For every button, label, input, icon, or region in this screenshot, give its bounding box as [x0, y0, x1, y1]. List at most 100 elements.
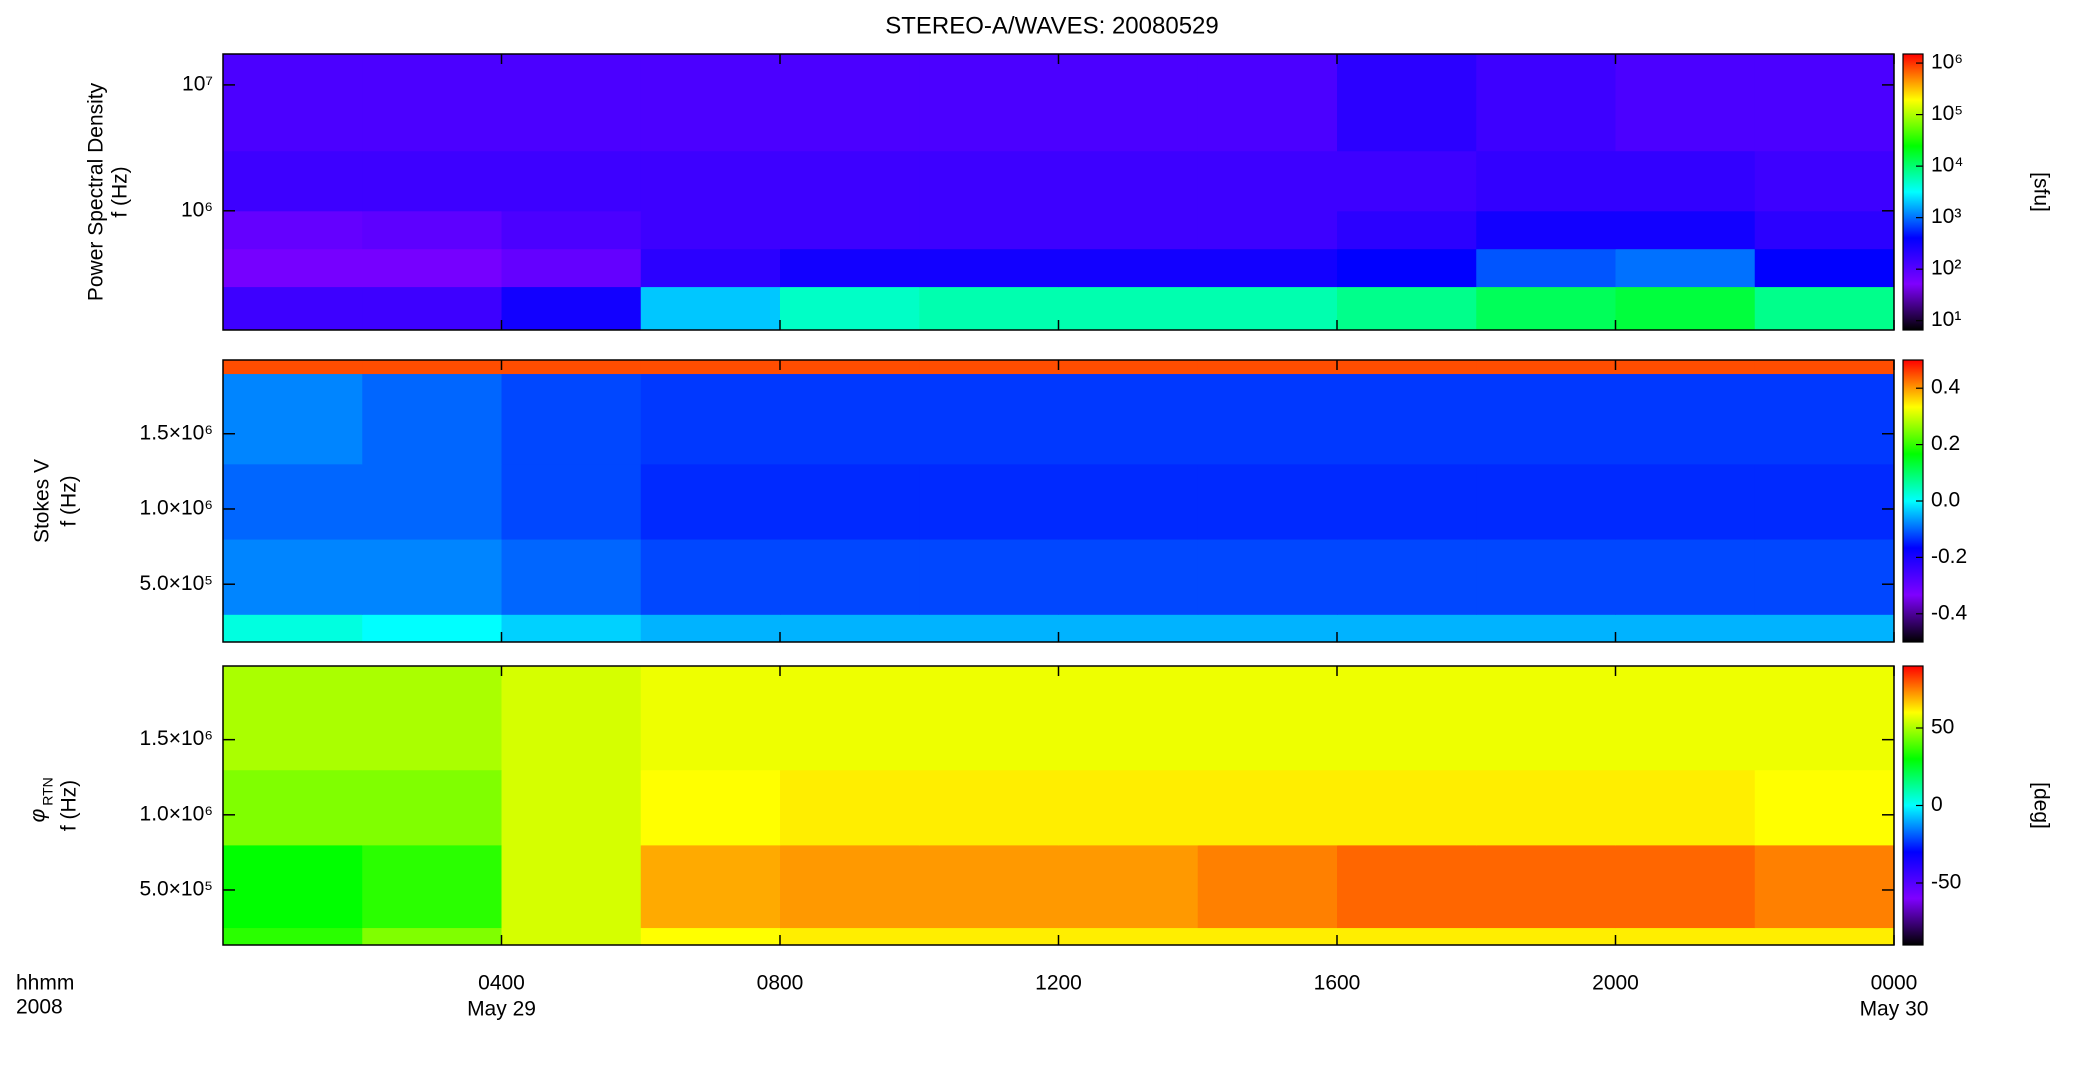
heatmap-cell — [1337, 539, 1477, 615]
heatmap-cell — [501, 286, 642, 331]
heatmap-cell — [919, 539, 1059, 615]
heatmap-cell — [1615, 248, 1756, 288]
x-tick-label: 0800 — [757, 972, 804, 995]
heatmap-cell — [362, 539, 502, 615]
heatmap-cell — [1197, 360, 1338, 375]
heatmap-cell — [1476, 769, 1616, 846]
heatmap-cell — [1476, 373, 1616, 465]
y-axis-label-sub: RTN — [40, 777, 56, 806]
x-tick-label: 1600 — [1314, 972, 1361, 995]
heatmap-cell — [1615, 614, 1756, 643]
heatmap-cell — [640, 463, 781, 540]
heatmap-cell — [501, 769, 642, 846]
heatmap-cell — [780, 463, 920, 540]
colorbar-label: [deg] — [2029, 782, 2052, 829]
heatmap-cell — [1337, 614, 1477, 643]
heatmap-cell — [362, 150, 502, 212]
heatmap-cell — [1476, 463, 1616, 540]
heatmap-cell — [1058, 54, 1199, 152]
heatmap-cell — [1476, 54, 1616, 152]
heatmap-cell — [223, 614, 363, 643]
heatmap-cell — [1754, 150, 1895, 212]
heatmap-cell — [1337, 360, 1477, 375]
y-axis-label: φ RTN — [27, 777, 56, 822]
heatmap-cell — [223, 150, 363, 212]
heatmap-cell — [1197, 463, 1338, 540]
heatmap-cell — [640, 927, 781, 946]
heatmap-cell — [1058, 286, 1199, 331]
x-tick-label: 1200 — [1035, 972, 1082, 995]
heatmap-cell — [640, 150, 781, 212]
colorbar-tick-label: 0.2 — [1931, 432, 1960, 455]
x-tick-label: 2000 — [1592, 972, 1639, 995]
heatmap-cell — [1754, 927, 1895, 946]
colorbar-tick-label: 0 — [1931, 793, 1943, 816]
heatmap-cell — [362, 666, 502, 771]
heatmap-cell — [1058, 210, 1199, 250]
heatmap-cell — [919, 248, 1059, 288]
x-axis-label: hhmm — [16, 972, 74, 995]
heatmap-cell — [223, 360, 363, 375]
heatmap-cell — [780, 539, 920, 615]
heatmap-cell — [1754, 844, 1895, 929]
heatmap-cell — [640, 539, 781, 615]
heatmap-cell — [640, 286, 781, 331]
heatmap-cell — [501, 373, 642, 465]
heatmap-cell — [501, 539, 642, 615]
heatmap-cell — [780, 844, 920, 929]
heatmap-cell — [1615, 666, 1756, 771]
heatmap-cell — [919, 150, 1059, 212]
y-axis-label-2: f (Hz) — [58, 780, 81, 831]
colorbar-tick-label: 0.4 — [1931, 376, 1961, 399]
heatmap-cell — [1197, 373, 1338, 465]
heatmap-cell — [362, 463, 502, 540]
heatmap-cell — [1058, 769, 1199, 846]
heatmap-cell — [780, 286, 920, 331]
y-axis-label-2: f (Hz) — [109, 166, 132, 217]
heatmap-cell — [1058, 844, 1199, 929]
heatmap-cell — [362, 248, 502, 288]
heatmap-cell — [640, 360, 781, 375]
y-tick-label: 5.0×10⁵ — [139, 878, 213, 901]
colorbar-tick-label: -0.4 — [1931, 601, 1968, 624]
heatmap-cell — [362, 360, 502, 375]
heatmap-cell — [1615, 286, 1756, 331]
x-tick-label: 0000 — [1871, 972, 1918, 995]
heatmap-cell — [1615, 373, 1756, 465]
y-axis-label: Stokes V — [31, 459, 54, 543]
y-tick-label: 1.5×10⁶ — [140, 727, 213, 750]
colorbar-tick-label: -50 — [1931, 871, 1961, 894]
colorbar — [1902, 53, 1924, 331]
heatmap-cell — [1615, 150, 1756, 212]
heatmap-cell — [1337, 927, 1477, 946]
x-axis-label-2: 2008 — [16, 996, 63, 1019]
heatmap-cell — [919, 844, 1059, 929]
heatmap-cell — [1615, 54, 1756, 152]
heatmap-cell — [1754, 614, 1895, 643]
colorbar-tick-label: 10⁶ — [1931, 51, 1963, 74]
heatmap-cell — [640, 769, 781, 846]
heatmap-cell — [1476, 927, 1616, 946]
heatmap-cell — [362, 54, 502, 152]
heatmap-cell — [780, 150, 920, 212]
heatmap-cell — [501, 666, 642, 771]
y-tick-label: 1.5×10⁶ — [140, 421, 213, 444]
heatmap-cell — [640, 373, 781, 465]
heatmap-cell — [919, 927, 1059, 946]
heatmap-cell — [1615, 210, 1756, 250]
heatmap-cell — [1476, 360, 1616, 375]
heatmap-cell — [919, 54, 1059, 152]
heatmap-cell — [362, 614, 502, 643]
heatmap-cell — [1754, 248, 1895, 288]
heatmap-cell — [919, 769, 1059, 846]
heatmap-cell — [1615, 463, 1756, 540]
heatmap-cell — [640, 844, 781, 929]
heatmap-cell — [1615, 360, 1756, 375]
heatmap-cell — [1197, 539, 1338, 615]
heatmap-cell — [501, 210, 642, 250]
heatmap-cell — [919, 614, 1059, 643]
heatmap-cell — [501, 150, 642, 212]
colorbar-tick-label: -0.2 — [1931, 545, 1967, 568]
